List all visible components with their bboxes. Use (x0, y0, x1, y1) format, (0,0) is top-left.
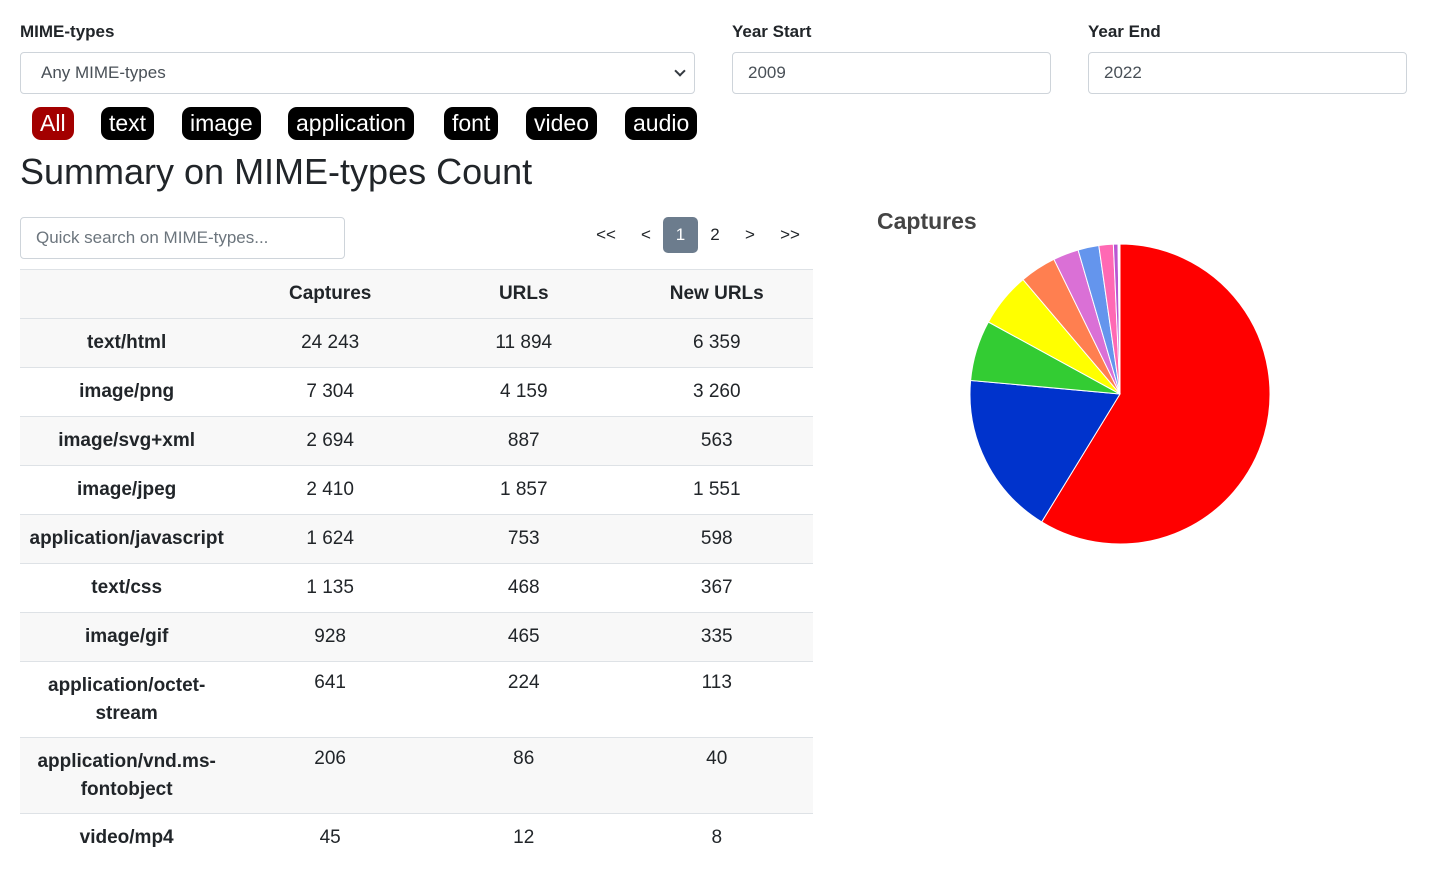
captures-cell: 2 694 (233, 416, 428, 466)
pagination-first[interactable]: << (596, 225, 616, 244)
table-row: video/mp4 45 12 8 (20, 813, 813, 863)
pagination-page-1[interactable]: 1 (663, 217, 698, 253)
column-header-new-urls[interactable]: New URLs (620, 269, 813, 319)
year-start-input[interactable] (748, 63, 1035, 83)
column-header-captures[interactable]: Captures (233, 269, 428, 319)
urls-cell: 11 894 (427, 318, 621, 368)
table-row: application/javascript 1 624 753 598 (20, 514, 813, 564)
pagination-last[interactable]: >> (780, 225, 800, 244)
pill-font[interactable]: font (444, 107, 499, 140)
new-urls-cell: 598 (620, 514, 813, 564)
pill-text[interactable]: text (101, 107, 155, 140)
mime-type-cell: text/html (20, 318, 234, 368)
captures-cell: 206 (233, 737, 428, 814)
pill-video[interactable]: video (526, 107, 597, 140)
mime-types-label: MIME-types (20, 22, 115, 41)
table-row: text/css 1 135 468 367 (20, 563, 813, 613)
table-row: application/vnd.ms-fontobject 206 86 40 (20, 737, 813, 814)
urls-cell: 12 (427, 813, 621, 863)
quick-search-box[interactable] (20, 217, 345, 259)
mime-type-cell: image/jpeg (20, 465, 234, 515)
captures-cell: 24 243 (233, 318, 428, 368)
pill-all[interactable]: All (32, 107, 74, 140)
mime-types-selected-value: Any MIME-types (41, 63, 166, 82)
new-urls-cell: 40 (620, 737, 813, 814)
table-row: application/octet-stream 641 224 113 (20, 661, 813, 738)
new-urls-cell: 367 (620, 563, 813, 613)
new-urls-cell: 335 (620, 612, 813, 662)
pagination-prev[interactable]: < (641, 225, 651, 244)
mime-type-cell: image/png (20, 367, 234, 417)
column-header-mime (20, 269, 234, 319)
urls-cell: 4 159 (427, 367, 621, 417)
urls-cell: 468 (427, 563, 621, 613)
mime-type-cell: text/css (20, 563, 234, 613)
urls-cell: 887 (427, 416, 621, 466)
chart-title: Captures (877, 208, 977, 234)
captures-cell: 928 (233, 612, 428, 662)
new-urls-cell: 1 551 (620, 465, 813, 515)
urls-cell: 753 (427, 514, 621, 564)
captures-cell: 1 135 (233, 563, 428, 613)
new-urls-cell: 6 359 (620, 318, 813, 368)
table-row: image/svg+xml 2 694 887 563 (20, 416, 813, 466)
captures-cell: 7 304 (233, 367, 428, 417)
mime-types-table: Captures URLs New URLs text/html 24 243 … (20, 269, 813, 863)
table-row: text/html 24 243 11 894 6 359 (20, 318, 813, 368)
year-end-label: Year End (1088, 22, 1161, 41)
mime-type-cell: application/vnd.ms-fontobject (20, 737, 234, 814)
mime-type-cell: video/mp4 (20, 813, 234, 863)
chevron-down-icon (674, 65, 686, 77)
mime-type-cell: application/javascript (20, 514, 234, 564)
urls-cell: 224 (427, 661, 621, 738)
captures-cell: 45 (233, 813, 428, 863)
table-row: image/png 7 304 4 159 3 260 (20, 367, 813, 417)
pie-slice-10[interactable] (1118, 243, 1121, 395)
urls-cell: 1 857 (427, 465, 621, 515)
table-row: image/jpeg 2 410 1 857 1 551 (20, 465, 813, 515)
mime-type-cell: application/octet-stream (20, 661, 234, 738)
pill-application[interactable]: application (288, 107, 414, 140)
pagination-next[interactable]: > (745, 225, 755, 244)
table-header-row: Captures URLs New URLs (20, 269, 813, 319)
new-urls-cell: 113 (620, 661, 813, 738)
new-urls-cell: 8 (620, 813, 813, 863)
column-header-urls[interactable]: URLs (427, 269, 621, 319)
captures-pie-chart (969, 243, 1271, 545)
quick-search-input[interactable] (36, 228, 329, 248)
year-end-input[interactable] (1104, 63, 1391, 83)
page-title: Summary on MIME-types Count (20, 151, 533, 192)
captures-cell: 1 624 (233, 514, 428, 564)
pill-image[interactable]: image (182, 107, 261, 140)
pie-slice-0[interactable] (1040, 243, 1271, 545)
mime-type-cell: image/svg+xml (20, 416, 234, 466)
pie-slice-1[interactable] (969, 379, 1121, 523)
year-start-label: Year Start (732, 22, 812, 41)
new-urls-cell: 3 260 (620, 367, 813, 417)
captures-cell: 641 (233, 661, 428, 738)
mime-type-cell: image/gif (20, 612, 234, 662)
year-end-field[interactable] (1088, 52, 1407, 94)
pill-audio[interactable]: audio (625, 107, 698, 140)
new-urls-cell: 563 (620, 416, 813, 466)
year-start-field[interactable] (732, 52, 1051, 94)
captures-cell: 2 410 (233, 465, 428, 515)
table-row: image/gif 928 465 335 (20, 612, 813, 662)
pagination-page-2[interactable]: 2 (710, 225, 720, 244)
urls-cell: 86 (427, 737, 621, 814)
urls-cell: 465 (427, 612, 621, 662)
mime-types-select[interactable]: Any MIME-types (20, 52, 695, 94)
